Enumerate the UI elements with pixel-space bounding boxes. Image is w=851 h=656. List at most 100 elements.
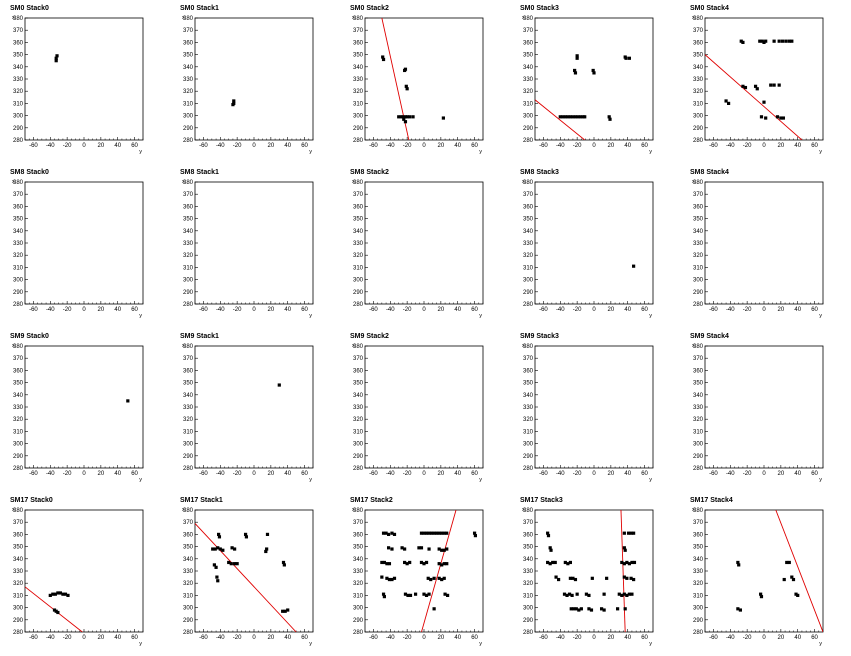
x-tick-label: 40 (114, 635, 121, 641)
data-point (233, 547, 237, 551)
x-tick-label: -20 (233, 143, 242, 149)
y-tick-label: 360 (693, 40, 704, 46)
data-point (584, 592, 589, 596)
y-tick-label: 290 (693, 290, 704, 296)
y-tick-label: 370 (353, 28, 364, 34)
y-tick-label: 340 (523, 65, 534, 71)
plot-panel: SM17 Stack0 -60 -40 -20 0 20 40 60 280 290 300 310 3… (0, 492, 170, 656)
data-point (758, 39, 762, 43)
y-tick-label: 380 (353, 344, 364, 350)
panel-title: SM17 Stack2 (350, 497, 393, 504)
data-point (562, 592, 567, 596)
data-point (51, 592, 55, 596)
x-tick-label: -40 (556, 471, 565, 477)
y-tick-label: 370 (523, 192, 534, 198)
data-point (573, 577, 578, 582)
data-point (422, 562, 426, 566)
x-tick-label: -60 (539, 143, 548, 149)
y-tick-label: 280 (693, 302, 704, 308)
plot-frame (24, 509, 144, 633)
x-tick-label: -40 (386, 307, 395, 313)
y-tick-label: 330 (353, 405, 364, 411)
x-tick-label: -20 (573, 635, 582, 641)
data-point (567, 592, 572, 596)
y-tick-label: 310 (693, 265, 704, 271)
data-point (629, 531, 633, 535)
x-tick-label: 0 (592, 307, 596, 313)
data-point (777, 83, 781, 87)
data-point (760, 39, 764, 43)
data-point (620, 560, 624, 565)
y-axis-label: x (522, 507, 525, 513)
data-point (737, 563, 741, 567)
y-tick-label: 360 (353, 40, 364, 46)
x-tick-label: 20 (778, 635, 785, 641)
x-tick-label: 20 (608, 143, 615, 149)
data-point (385, 562, 389, 566)
data-point (286, 608, 290, 612)
x-tick-label: 0 (762, 471, 766, 477)
y-tick-label: 380 (353, 16, 364, 22)
panel-title: SM17 Stack0 (10, 497, 53, 504)
y-tick-label: 350 (353, 53, 364, 59)
y-tick-label: 280 (523, 138, 534, 144)
data-point (232, 101, 236, 105)
plot-frame (194, 181, 314, 305)
y-tick-label: 310 (353, 265, 364, 271)
plot-panel: SM17 Stack2 -60 -40 -20 0 20 40 60 280 290 300 310 3… (340, 492, 510, 656)
fit-line (535, 99, 586, 140)
data-point (616, 607, 620, 611)
y-tick-label: 370 (13, 356, 24, 362)
x-tick-label: 0 (82, 143, 86, 149)
y-tick-label: 350 (353, 545, 364, 551)
data-point (561, 115, 565, 119)
y-tick-label: 310 (183, 101, 194, 107)
x-tick-label: 20 (608, 307, 615, 313)
x-tick-label: 20 (438, 307, 445, 313)
data-point (216, 546, 220, 550)
data-point (627, 562, 631, 566)
y-tick-label: 330 (353, 77, 364, 83)
data-point (437, 531, 441, 535)
data-point (573, 71, 578, 75)
y-tick-label: 340 (523, 393, 534, 399)
data-point (775, 115, 780, 119)
x-tick-label: -20 (403, 635, 412, 641)
y-tick-label: 350 (13, 217, 24, 223)
data-point (397, 115, 401, 119)
data-point (387, 577, 392, 582)
y-tick-label: 350 (353, 217, 364, 223)
y-tick-label: 330 (693, 77, 704, 83)
data-point (213, 547, 217, 551)
x-tick-label: 60 (641, 307, 648, 313)
data-point (61, 592, 65, 596)
x-tick-label: -60 (709, 143, 718, 149)
y-tick-label: 350 (693, 217, 704, 223)
data-point (624, 56, 628, 60)
y-tick-label: 330 (523, 241, 534, 247)
y-tick-label: 360 (353, 204, 364, 210)
data-point (419, 531, 424, 535)
x-tick-label: -40 (216, 635, 225, 641)
data-point (566, 562, 570, 566)
y-tick-label: 310 (523, 101, 534, 107)
y-tick-label: 300 (13, 442, 24, 448)
y-tick-label: 280 (353, 302, 364, 308)
x-tick-label: 0 (422, 143, 426, 149)
y-tick-label: 290 (13, 290, 24, 296)
data-point (568, 115, 572, 119)
data-point (445, 547, 449, 551)
y-tick-label: 280 (13, 138, 24, 144)
x-tick-label: 40 (284, 143, 291, 149)
x-tick-label: 0 (592, 471, 596, 477)
data-point (782, 577, 786, 582)
x-tick-label: -20 (233, 307, 242, 313)
data-point (632, 560, 637, 565)
plot-area: -60 -40 -20 0 20 40 60 280 290 300 310 320 330 340 350… (12, 343, 144, 483)
plot-area: -60 -40 -20 0 20 40 60 280 290 300 310 320 330 340 350… (352, 507, 484, 647)
data-point (573, 115, 578, 119)
data-point (546, 534, 551, 538)
data-point (622, 562, 626, 566)
x-tick-label: -60 (369, 471, 378, 477)
y-tick-label: 290 (183, 618, 194, 624)
